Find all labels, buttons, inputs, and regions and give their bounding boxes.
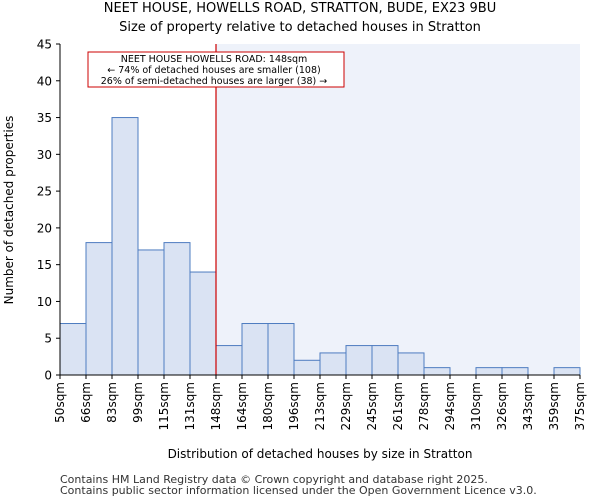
y-tick-label-25: 25 — [37, 185, 52, 199]
x-tick-label-66sqm: 66sqm — [79, 382, 93, 423]
histogram-chart: 0 5 10 15 20 25 30 35 40 45 50sqm 66sqm 83sqm 99sqm 11… — [2, 38, 587, 462]
x-tick-label-294sqm: 294sqm — [443, 382, 457, 430]
bar-229sqm — [345, 345, 373, 376]
bar-196sqm — [293, 359, 321, 376]
chart-title: NEET HOUSE, HOWELLS ROAD, STRATTON, BUDE… — [103, 1, 497, 16]
x-tick-label-310sqm: 310sqm — [469, 382, 483, 430]
bar-310sqm — [475, 367, 503, 376]
x-tick-label-245sqm: 245sqm — [365, 382, 379, 430]
annotation-box — [87, 51, 345, 88]
bar-115sqm — [163, 242, 191, 376]
bar-180sqm — [267, 323, 295, 376]
y-axis-label: Number of detached properties — [2, 116, 16, 305]
annotation-line-1: NEET HOUSE HOWELLS ROAD: 148sqm — [121, 54, 308, 65]
y-tick-label-5: 5 — [44, 332, 52, 346]
bar-213sqm — [319, 352, 347, 376]
bar-245sqm — [371, 345, 399, 376]
bar-261sqm — [397, 352, 425, 376]
chart-subtitle: Size of property relative to detached ho… — [119, 20, 481, 35]
bar-83sqm — [111, 117, 139, 376]
x-tick-label-131sqm: 131sqm — [183, 382, 197, 430]
bar-99sqm — [137, 249, 165, 376]
x-tick-label-213sqm: 213sqm — [313, 382, 327, 430]
bar-326sqm — [501, 367, 529, 376]
y-tick-label-40: 40 — [37, 74, 52, 88]
y-tick-label-30: 30 — [37, 148, 52, 162]
bar-164sqm — [241, 323, 269, 376]
x-tick-label-164sqm: 164sqm — [235, 382, 249, 430]
bar-66sqm — [85, 242, 113, 376]
footer-licence: Contains public sector information licen… — [60, 484, 537, 497]
x-tick-label-50sqm: 50sqm — [53, 382, 67, 423]
annotation-line-3: 26% of semi-detached houses are larger (… — [101, 76, 328, 87]
bar-278sqm — [423, 367, 451, 376]
annotation-line-2: ← 74% of detached houses are smaller (10… — [107, 65, 320, 76]
x-tick-label-261sqm: 261sqm — [391, 382, 405, 430]
x-tick-label-115sqm: 115sqm — [157, 382, 171, 430]
x-tick-label-278sqm: 278sqm — [417, 382, 431, 430]
x-tick-label-375sqm: 375sqm — [573, 382, 587, 430]
footer-copyright: Contains HM Land Registry data © Crown c… — [60, 473, 488, 486]
bar-50sqm — [59, 323, 87, 376]
y-tick-label-10: 10 — [37, 295, 52, 309]
x-tick-label-148sqm: 148sqm — [209, 382, 223, 430]
x-tick-label-99sqm: 99sqm — [131, 382, 145, 423]
x-tick-label-343sqm: 343sqm — [521, 382, 535, 430]
x-axis-label: Distribution of detached houses by size … — [168, 447, 473, 461]
y-tick-label-35: 35 — [37, 111, 52, 125]
y-tick-label-0: 0 — [44, 369, 52, 383]
bar-148sqm — [215, 345, 243, 376]
y-tick-label-15: 15 — [37, 258, 52, 272]
bar-131sqm — [189, 271, 217, 376]
y-tick-label-45: 45 — [37, 38, 52, 52]
x-tick-label-196sqm: 196sqm — [287, 382, 301, 430]
x-tick-label-326sqm: 326sqm — [495, 382, 509, 430]
x-tick-label-180sqm: 180sqm — [261, 382, 275, 430]
bar-359sqm — [553, 367, 581, 376]
x-tick-label-83sqm: 83sqm — [105, 382, 119, 423]
x-tick-label-229sqm: 229sqm — [339, 382, 353, 430]
y-tick-label-20: 20 — [37, 221, 52, 235]
highlight-region — [216, 44, 580, 375]
x-tick-label-359sqm: 359sqm — [547, 382, 561, 430]
